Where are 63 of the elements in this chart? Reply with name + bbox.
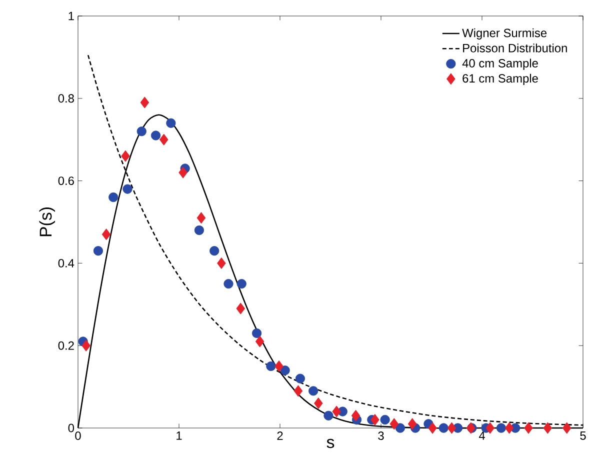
point bbox=[82, 340, 90, 352]
x-tick-label: 2 bbox=[277, 432, 283, 440]
point bbox=[395, 423, 405, 433]
point bbox=[210, 246, 220, 256]
point bbox=[332, 406, 341, 418]
y-tick-label: 0.4 bbox=[58, 258, 74, 268]
legend-label: 40 cm Sample bbox=[462, 58, 538, 70]
point bbox=[136, 126, 146, 136]
point bbox=[370, 414, 380, 426]
point bbox=[178, 166, 188, 178]
point bbox=[122, 184, 132, 194]
point bbox=[108, 192, 118, 202]
x-axis-title: s bbox=[326, 438, 334, 448]
point bbox=[496, 423, 506, 433]
point bbox=[524, 422, 533, 434]
point bbox=[351, 410, 360, 422]
y-axis-title: P(s) bbox=[39, 208, 56, 236]
legend-label: Wigner Surmise bbox=[462, 28, 547, 40]
point bbox=[314, 397, 323, 410]
point bbox=[486, 422, 494, 434]
legend-label: 61 cm Sample bbox=[462, 74, 538, 85]
point bbox=[159, 134, 168, 146]
y-tick-label: 0.6 bbox=[58, 176, 74, 186]
point bbox=[93, 246, 103, 256]
point bbox=[150, 130, 161, 140]
y-tick-label: 0.8 bbox=[58, 94, 74, 103]
legend-label: Poisson Distribution bbox=[463, 44, 567, 52]
y-tick-label: 1 bbox=[68, 12, 74, 20]
point bbox=[380, 414, 390, 425]
point bbox=[295, 374, 305, 384]
y-tick-label: 0.2 bbox=[58, 341, 74, 350]
y-tick-label: 0 bbox=[68, 424, 74, 432]
x-tick-label: 0 bbox=[75, 432, 81, 440]
point bbox=[504, 422, 514, 434]
point bbox=[324, 410, 334, 420]
point bbox=[294, 385, 303, 397]
point bbox=[194, 225, 204, 236]
point bbox=[236, 302, 246, 314]
point bbox=[196, 212, 206, 224]
point bbox=[255, 336, 264, 348]
point bbox=[266, 361, 276, 371]
x-tick-label: 3 bbox=[378, 432, 384, 440]
point bbox=[562, 422, 572, 434]
point bbox=[308, 386, 318, 396]
point bbox=[102, 228, 111, 240]
point bbox=[390, 418, 399, 430]
x-tick-label: 4 bbox=[478, 432, 485, 440]
point bbox=[447, 422, 456, 434]
point bbox=[140, 96, 150, 108]
point bbox=[121, 150, 130, 162]
point bbox=[166, 118, 176, 128]
point bbox=[543, 422, 552, 434]
x-tick-label: 5 bbox=[580, 432, 586, 440]
point bbox=[224, 279, 234, 289]
point bbox=[217, 257, 226, 269]
point bbox=[274, 360, 284, 372]
point bbox=[408, 418, 417, 430]
point bbox=[252, 328, 262, 338]
point bbox=[428, 422, 437, 434]
point bbox=[236, 279, 246, 289]
point bbox=[438, 423, 448, 433]
x-tick-label: 1 bbox=[176, 432, 182, 440]
point bbox=[280, 366, 290, 376]
